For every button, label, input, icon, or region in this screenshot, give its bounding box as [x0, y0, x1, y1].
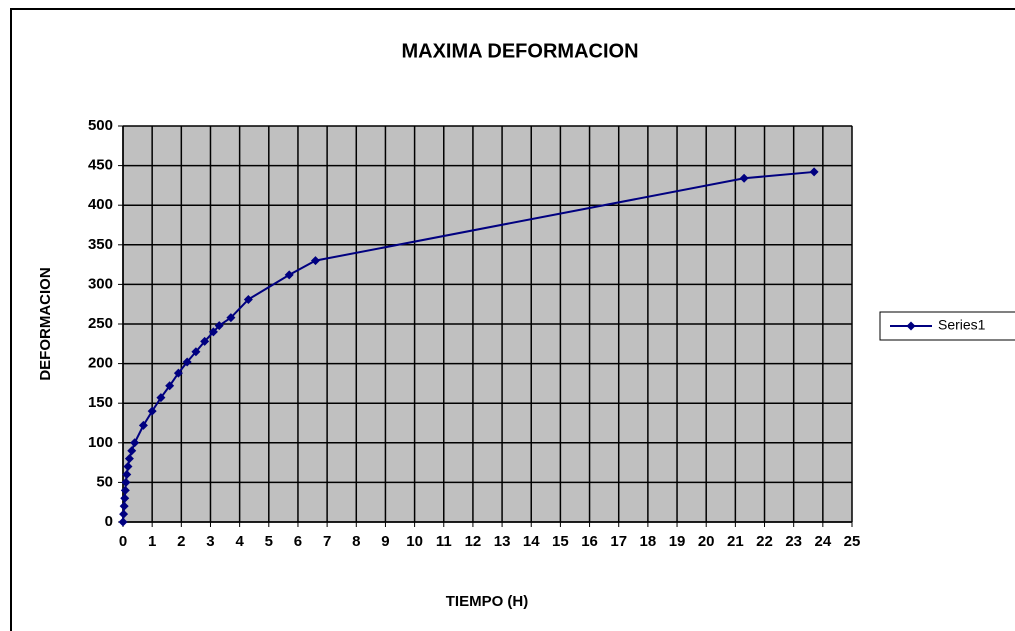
- x-tick-label: 21: [727, 533, 744, 550]
- x-axis-label: TIEMPO (H): [446, 593, 529, 610]
- x-tick-label: 2: [177, 533, 185, 550]
- data-point: [130, 438, 140, 448]
- x-tick-label: 15: [552, 533, 569, 550]
- x-tick-label: 3: [206, 533, 214, 550]
- data-point: [191, 347, 201, 357]
- legend-marker: [906, 321, 916, 331]
- x-tick-label: 18: [640, 533, 657, 550]
- y-tick-label: 350: [88, 236, 113, 253]
- x-tick-label: 19: [669, 533, 686, 550]
- y-tick-label: 400: [88, 196, 113, 213]
- y-tick-label: 500: [88, 117, 113, 134]
- data-point: [118, 517, 128, 527]
- data-point: [284, 270, 294, 280]
- data-point: [123, 462, 133, 472]
- data-point: [127, 446, 137, 456]
- y-tick-label: 50: [96, 473, 113, 490]
- x-tick-label: 4: [235, 533, 244, 550]
- data-point: [739, 173, 749, 183]
- x-tick-label: 16: [581, 533, 598, 550]
- y-tick-label: 200: [88, 355, 113, 372]
- data-point: [173, 368, 183, 378]
- y-tick-label: 100: [88, 434, 113, 451]
- data-point: [120, 485, 130, 495]
- y-tick-label: 300: [88, 275, 113, 292]
- data-point: [310, 256, 320, 266]
- data-point: [156, 393, 166, 403]
- x-tick-label: 22: [756, 533, 773, 550]
- x-tick-label: 14: [523, 533, 540, 550]
- x-tick-label: 12: [465, 533, 482, 550]
- data-point: [165, 381, 175, 391]
- data-point: [147, 406, 157, 416]
- data-point: [226, 313, 236, 323]
- data-point: [120, 493, 130, 503]
- y-tick-label: 150: [88, 394, 113, 411]
- legend-label: Series1: [938, 317, 986, 333]
- y-axis-label: DEFORMACION: [37, 267, 54, 380]
- x-tick-label: 0: [119, 533, 127, 550]
- x-tick-label: 24: [814, 533, 831, 550]
- x-tick-label: 8: [352, 533, 360, 550]
- data-point: [214, 321, 224, 331]
- x-tick-label: 9: [381, 533, 389, 550]
- x-tick-label: 13: [494, 533, 511, 550]
- x-tick-label: 6: [294, 533, 302, 550]
- y-tick-label: 450: [88, 157, 113, 174]
- chart-title: MAXIMA DEFORMACION: [401, 40, 638, 62]
- y-tick-label: 250: [88, 315, 113, 332]
- data-point: [122, 469, 132, 479]
- data-point: [119, 509, 129, 519]
- x-tick-label: 17: [610, 533, 627, 550]
- data-point: [243, 294, 253, 304]
- data-point: [119, 501, 129, 511]
- x-tick-label: 7: [323, 533, 331, 550]
- data-point: [182, 357, 192, 367]
- x-tick-label: 11: [436, 533, 452, 550]
- data-point: [138, 420, 148, 430]
- data-point: [121, 477, 131, 487]
- data-point: [200, 336, 210, 346]
- data-point: [809, 167, 819, 177]
- x-tick-label: 1: [148, 533, 156, 550]
- x-tick-label: 23: [785, 533, 802, 550]
- x-tick-label: 10: [406, 533, 423, 550]
- x-tick-label: 25: [844, 533, 861, 550]
- legend: Series1: [879, 311, 1015, 341]
- x-tick-label: 5: [265, 533, 273, 550]
- data-point: [208, 327, 218, 337]
- x-tick-label: 20: [698, 533, 715, 550]
- y-tick-label: 0: [105, 513, 113, 530]
- data-point: [124, 454, 134, 464]
